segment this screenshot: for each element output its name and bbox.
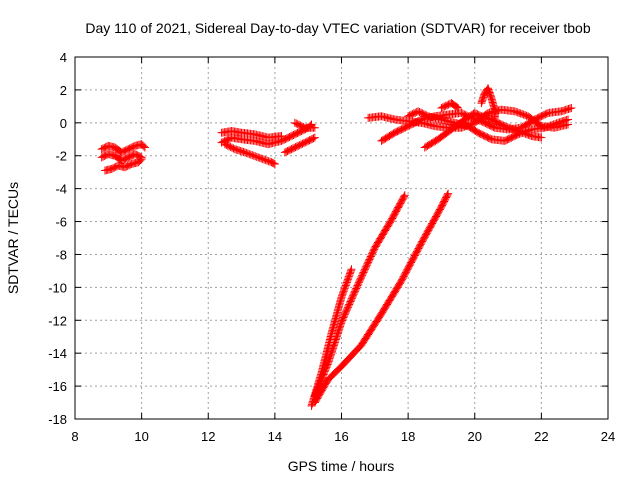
data-point <box>452 103 461 112</box>
ticks: 8 10 12 14 16 18 20 22 24-18-16-14-12-10-8-6-4-2… <box>48 50 615 444</box>
x-tick-label: 24 <box>601 429 615 444</box>
data-points <box>97 84 576 410</box>
data-point <box>400 191 409 200</box>
data-point <box>444 189 453 198</box>
x-tick-label: 22 <box>534 429 548 444</box>
y-tick-label: 4 <box>60 50 67 65</box>
y-tick-label: -4 <box>55 182 67 197</box>
y-axis-label: SDTVAR / TECUs <box>5 182 21 294</box>
y-tick-label: -16 <box>48 379 67 394</box>
data-point <box>454 104 463 113</box>
x-tick-label: 20 <box>468 429 482 444</box>
data-point <box>309 134 318 143</box>
y-tick-label: -10 <box>48 280 67 295</box>
chart-title: Day 110 of 2021, Sidereal Day-to-day VTE… <box>85 20 590 36</box>
plot-frame <box>74 56 609 420</box>
x-axis-label: GPS time / hours <box>288 458 395 474</box>
data-point <box>140 143 149 152</box>
data-point <box>269 159 278 168</box>
data-point <box>310 133 319 142</box>
data-point <box>567 104 576 113</box>
y-tick-label: -18 <box>48 412 67 427</box>
data-point <box>136 156 145 165</box>
y-tick-label: -6 <box>55 215 67 230</box>
data-point <box>564 115 573 124</box>
data-point <box>400 192 409 201</box>
data-point <box>310 123 319 132</box>
y-tick-label: -8 <box>55 247 67 262</box>
data-point <box>137 155 146 164</box>
y-tick-label: -12 <box>48 313 67 328</box>
data-point <box>443 190 452 199</box>
x-tick-label: 12 <box>201 429 215 444</box>
data-point <box>490 113 499 122</box>
y-tick-label: -2 <box>55 149 67 164</box>
x-tick-label: 14 <box>268 429 282 444</box>
x-tick-label: 16 <box>334 429 348 444</box>
y-tick-label: 2 <box>60 83 67 98</box>
data-point <box>346 266 355 275</box>
data-point <box>270 159 279 168</box>
data-point <box>139 142 148 151</box>
data-point <box>347 265 356 274</box>
x-tick-label: 10 <box>134 429 148 444</box>
x-tick-label: 18 <box>401 429 415 444</box>
data-point <box>537 133 546 142</box>
y-tick-label: -14 <box>48 346 67 361</box>
y-tick-label: 0 <box>60 116 67 131</box>
x-tick-label: 8 <box>71 429 78 444</box>
